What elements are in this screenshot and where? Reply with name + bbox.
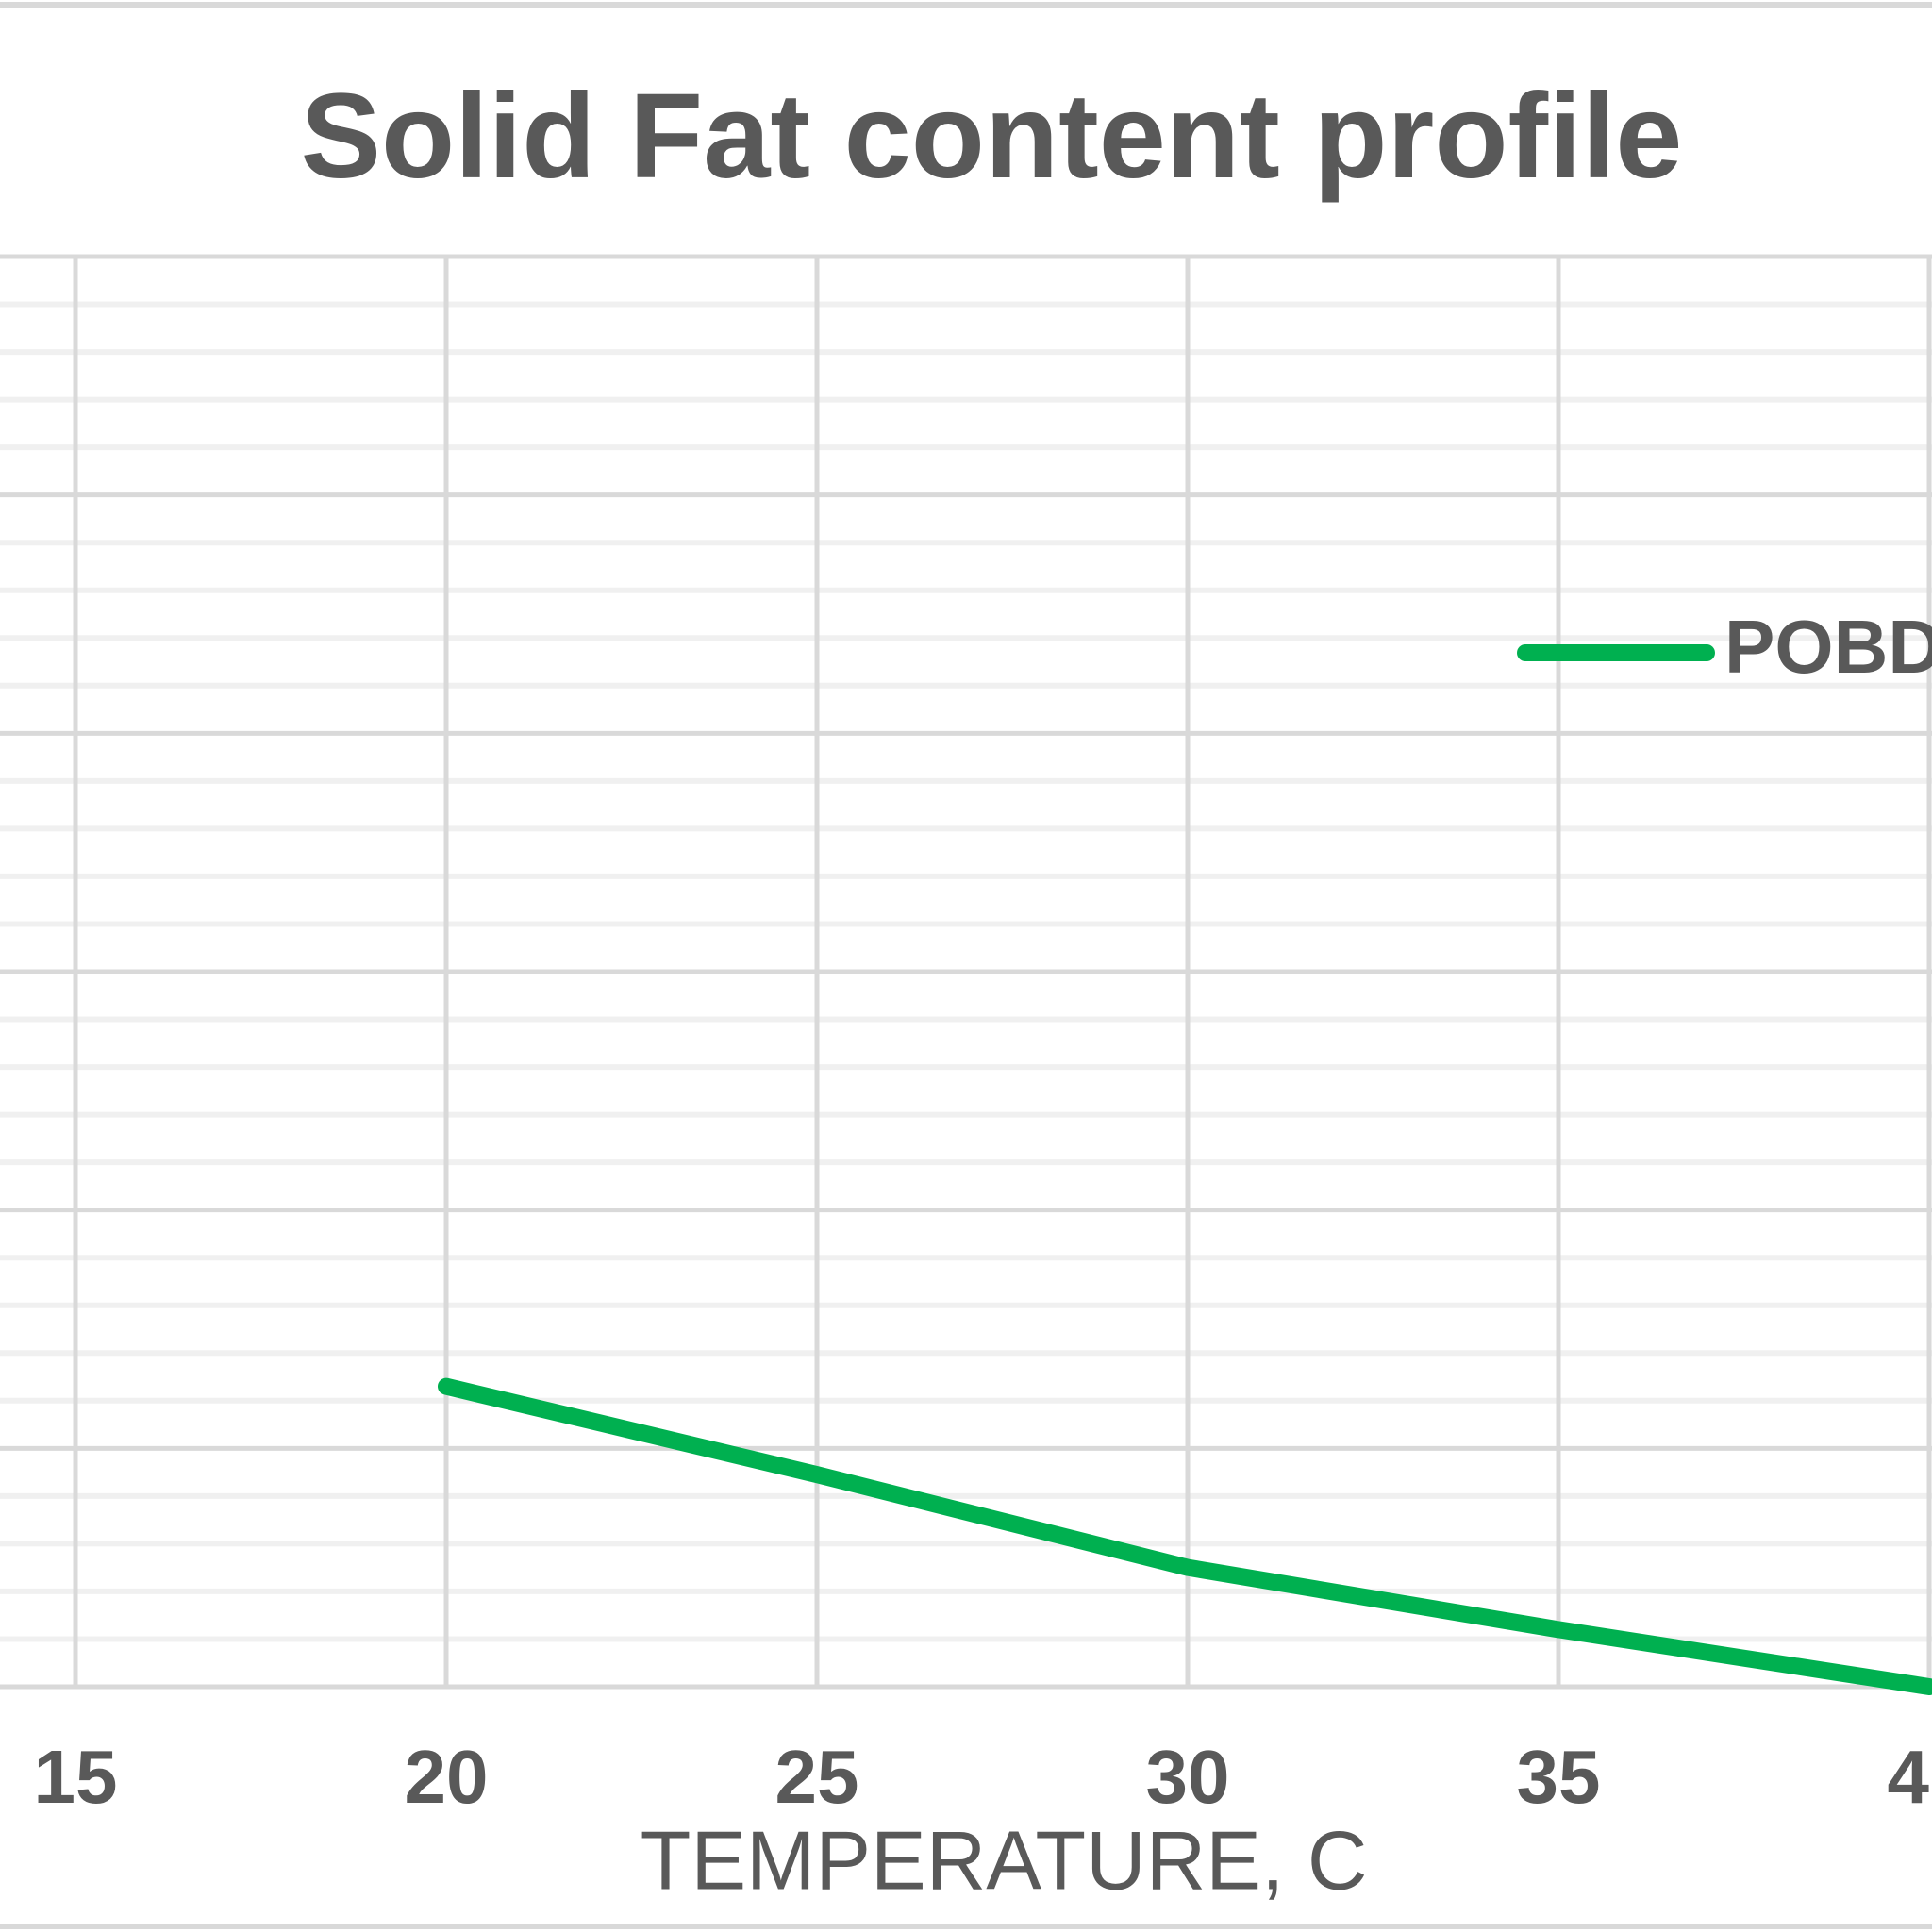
legend-label: POBD bbox=[1724, 605, 1932, 689]
x-tick-label: 20 bbox=[405, 1735, 489, 1819]
x-tick-label: 25 bbox=[775, 1735, 859, 1819]
x-tick-label: 30 bbox=[1146, 1735, 1230, 1819]
x-tick-label: 15 bbox=[34, 1735, 118, 1819]
x-axis-title: TEMPERATURE, C bbox=[641, 1813, 1368, 1907]
chart-title: Solid Fat content profile bbox=[301, 69, 1683, 204]
data-line bbox=[438, 1377, 1932, 1695]
x-tick-label: 35 bbox=[1517, 1735, 1601, 1819]
x-tick-label: 40 bbox=[1888, 1735, 1932, 1819]
